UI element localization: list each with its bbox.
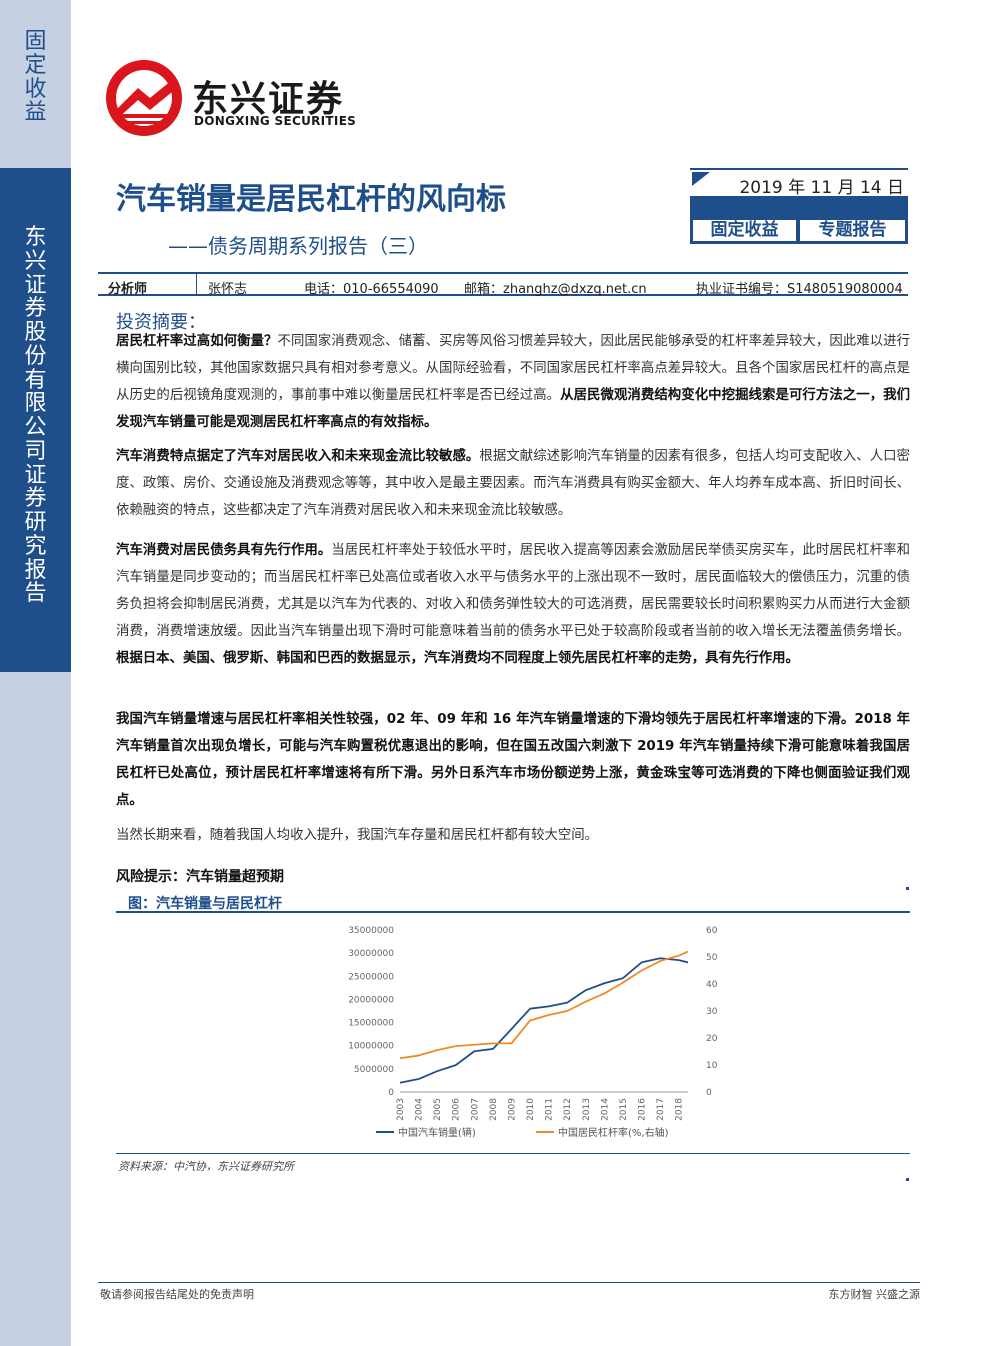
sidebar-company-band [0,168,71,672]
x-tick-label: 2012 [563,1098,573,1121]
p3-text: 当居民杠杆率处于较低水平时，居民收入提高等因素会激励居民举债买房买车，此时居民杠… [116,543,911,639]
y-right-tick-label: 60 [706,926,718,936]
x-tick-label: 2008 [489,1098,499,1121]
footer-slogan: 东方财智 兴盛之源 [828,1288,921,1301]
legend-label-2: 中国居民杠杆率(%,右轴) [558,1126,669,1139]
car-sales-leverage-chart: 0 5000000 10000000 15000000 20000000 25000000… [348,926,718,1139]
report-subtitle: ——债务周期系列报告（三） [168,234,428,258]
p4-bold: 我国汽车销量增速与居民杠杆率相关性较强，02 年、09 年和 16 年汽车销量增… [116,712,910,808]
y-left-tick-label: 20000000 [348,995,394,1005]
x-tick-label: 2006 [452,1098,462,1121]
p2-bold: 汽车消费特点据定了汽车对居民收入和未来现金流比较敏感。 [116,449,480,464]
report-title: 汽车销量是居民杠杆的风向标 [116,182,506,217]
sidebar-bottom-band [0,672,71,1346]
triangle-icon [692,172,710,186]
y-left-tick-label: 0 [388,1088,394,1098]
x-tick-label: 2013 [582,1098,592,1121]
y-right-tick-label: 20 [706,1034,718,1044]
y-left-tick-label: 30000000 [348,949,394,959]
sidebar-company-report: 东兴证券股份有限公司证券研究报告 [24,225,47,607]
x-tick-label: 2017 [656,1098,666,1121]
p1-text: 不同国家消费观念、储蓄、买房等风俗习惯差异较大，因此居民能够承受的杠杆率差异较大… [116,334,911,403]
x-tick-label: 2003 [396,1098,406,1121]
logo-cn-text: 东兴证券 [192,79,345,120]
y-left-tick-label: 10000000 [348,1042,394,1052]
y-right-tick-label: 0 [706,1088,712,1098]
x-tick-label: 2015 [619,1098,629,1121]
sidebar-category: 固定收益 [24,29,47,126]
summary-heading: 投资摘要： [116,312,206,333]
x-tick-label: 2010 [526,1098,536,1121]
p3-bold-2: 根据日本、美国、俄罗斯、韩国和巴西的数据显示，汽车消费均不同程度上领先居民杠杆率… [116,651,799,666]
series-line-1 [399,957,689,1084]
decor-dot [906,1178,909,1181]
figure-rule [116,911,910,913]
category-box: 固定收益 专题报告 [690,196,908,244]
y-left-tick-label: 35000000 [348,926,394,936]
paragraph-3: 汽车消费对居民债务具有先行作用。当居民杠杆率处于较低水平时，居民收入提高等因素会… [116,537,910,672]
series-line-2 [399,950,689,1060]
y-right-tick-label: 40 [706,980,718,990]
y-right-tick-label: 10 [706,1061,718,1071]
x-tick-label: 2005 [433,1098,443,1121]
divider [196,274,197,294]
y-left-tick-label: 15000000 [348,1019,394,1029]
x-tick-label: 2014 [600,1098,610,1121]
paragraph-1: 居民杠杆率过高如何衡量？不同国家消费观念、储蓄、买房等风俗习惯差异较大，因此居民… [116,328,910,436]
analyst-label: 分析师 [108,282,148,297]
report-date: 2019 年 11 月 14 日 [739,178,904,198]
paragraph-5: 当然长期来看，随着我国人均收入提升，我国汽车存量和居民杠杆都有较大空间。 [116,822,910,849]
y-left-tick-label: 5000000 [354,1065,394,1075]
x-tick-label: 2011 [545,1098,555,1121]
logo-en-text: DONGXING SECURITIES [194,114,357,128]
x-tick-label: 2018 [675,1098,685,1121]
p2-text: 根据文献综述影响汽车销量的因素有很多，包括人均可支配收入、人口密度、政策、房价、… [116,449,911,518]
p1-bold: 居民杠杆率过高如何衡量？ [116,334,278,349]
decor-dot [906,887,909,890]
figure-title: 图：汽车销量与居民杠杆 [128,896,282,912]
legend-label-1: 中国汽车销量(辆) [398,1126,476,1139]
analyst-name: 张怀志 [208,282,248,297]
source-note: 资料来源：中汽协，东兴证券研究所 [118,1160,294,1173]
company-logo-icon [106,60,182,136]
y-right-tick-label: 50 [706,953,718,963]
y-right-tick-label: 30 [706,1007,718,1017]
p1-bold-2: 从居民微观消费结构变化中挖掘线索是可行方法之一，我们发现汽车销量可能是观测居民杠… [116,388,910,430]
x-tick-label: 2016 [638,1098,648,1121]
footer-rule [98,1282,920,1283]
sidebar-category-band [0,0,71,168]
x-tick-label: 2009 [507,1098,517,1121]
source-rule [116,1153,910,1154]
report-type-tag: 专题报告 [800,220,905,241]
risk-warning: 风险提示：汽车销量超预期 [116,869,284,885]
paragraph-2: 汽车消费特点据定了汽车对居民收入和未来现金流比较敏感。根据文献综述影响汽车销量的… [116,443,910,524]
analyst-row: 分析师 张怀志 电话：010-66554090 邮箱：zhanghz@dxzq.… [98,272,908,297]
x-tick-label: 2007 [470,1098,480,1121]
footer-disclaimer: 敬请参阅报告结尾处的免责声明 [100,1288,254,1301]
x-tick-label: 2004 [415,1098,425,1121]
category-tag: 固定收益 [693,220,796,241]
paragraph-4: 我国汽车销量增速与居民杠杆率相关性较强，02 年、09 年和 16 年汽车销量增… [116,706,910,814]
analyst-email[interactable]: 邮箱：zhanghz@dxzq.net.cn [464,282,647,297]
analyst-phone: 电话：010-66554090 [304,282,439,297]
analyst-license: 执业证书编号：S1480519080004 [696,282,903,297]
date-box: 2019 年 11 月 14 日 [690,168,908,198]
p5-text: 当然长期来看，随着我国人均收入提升，我国汽车存量和居民杠杆都有较大空间。 [116,828,599,843]
p3-bold: 汽车消费对居民债务具有先行作用。 [116,543,332,558]
y-left-tick-label: 25000000 [348,972,394,982]
